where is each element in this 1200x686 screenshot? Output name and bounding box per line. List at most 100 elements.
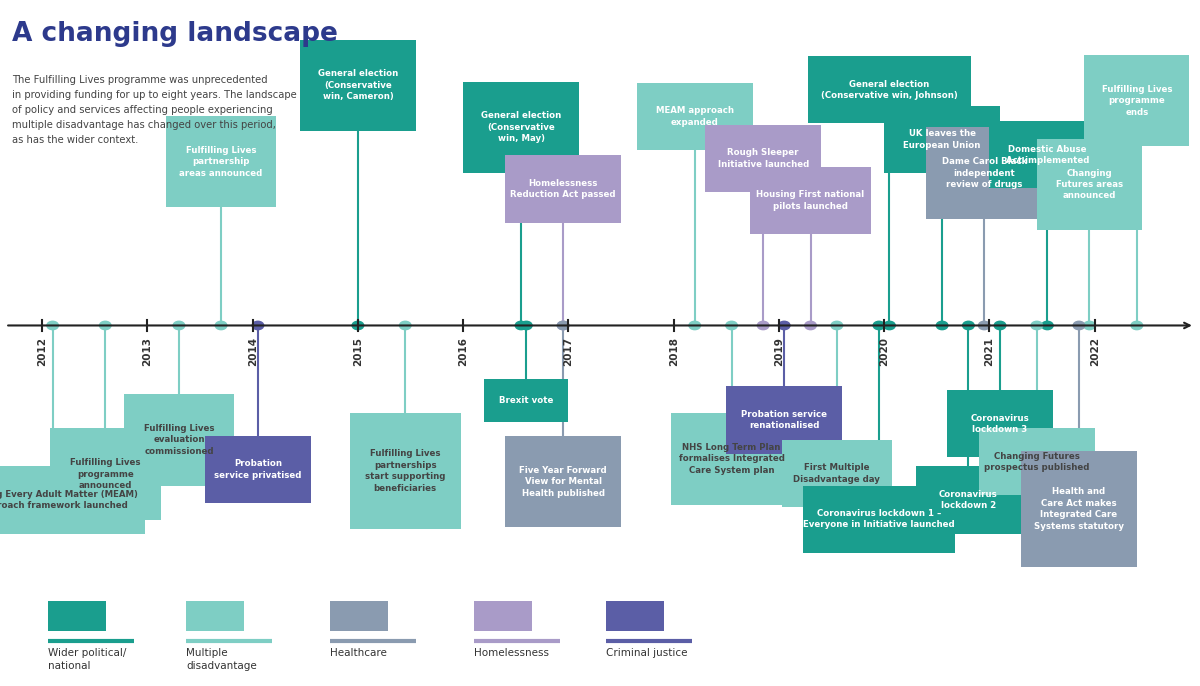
Text: General election
(Conservative
win, May): General election (Conservative win, May) — [481, 111, 562, 143]
Text: Changing Futures
prospectus published: Changing Futures prospectus published — [984, 451, 1090, 472]
Text: 2021: 2021 — [984, 337, 995, 366]
Circle shape — [1084, 321, 1096, 330]
FancyBboxPatch shape — [205, 436, 311, 503]
Text: 2013: 2013 — [143, 337, 152, 366]
FancyBboxPatch shape — [916, 466, 1021, 534]
Circle shape — [1031, 321, 1043, 330]
Circle shape — [832, 321, 842, 330]
FancyBboxPatch shape — [300, 40, 415, 131]
Circle shape — [995, 321, 1006, 330]
Text: UK leaves the
European Union: UK leaves the European Union — [904, 129, 980, 150]
FancyBboxPatch shape — [803, 486, 955, 553]
FancyBboxPatch shape — [990, 121, 1105, 188]
Circle shape — [47, 321, 59, 330]
Text: 2012: 2012 — [37, 337, 47, 366]
Text: MEAM approach
expanded: MEAM approach expanded — [655, 106, 733, 127]
Text: Coronavirus
lockdown 2: Coronavirus lockdown 2 — [940, 490, 997, 510]
Circle shape — [805, 321, 816, 330]
Circle shape — [874, 321, 884, 330]
Text: Five Year Forward
View for Mental
Health published: Five Year Forward View for Mental Health… — [520, 466, 607, 497]
Text: Brexit vote: Brexit vote — [499, 396, 553, 405]
Text: 2017: 2017 — [564, 337, 574, 366]
Text: Criminal justice: Criminal justice — [606, 648, 688, 659]
Circle shape — [557, 321, 569, 330]
Text: 2018: 2018 — [668, 337, 679, 366]
Circle shape — [252, 321, 264, 330]
Text: Domestic Abuse
Act implemented: Domestic Abuse Act implemented — [1006, 145, 1090, 165]
FancyBboxPatch shape — [350, 413, 461, 529]
Text: A changing landscape: A changing landscape — [12, 21, 338, 47]
FancyBboxPatch shape — [781, 440, 892, 507]
FancyBboxPatch shape — [947, 390, 1052, 458]
Text: Fulfilling Lives
partnerships
start supporting
beneficiaries: Fulfilling Lives partnerships start supp… — [365, 449, 445, 493]
FancyBboxPatch shape — [463, 82, 578, 173]
Circle shape — [936, 321, 948, 330]
Circle shape — [215, 321, 227, 330]
Text: Healthcare: Healthcare — [330, 648, 386, 659]
FancyBboxPatch shape — [505, 156, 622, 222]
Text: 2020: 2020 — [880, 337, 889, 366]
Text: 2022: 2022 — [1090, 337, 1099, 366]
Circle shape — [757, 321, 769, 330]
Text: Fulfilling Lives
evaluation
commissioned: Fulfilling Lives evaluation commissioned — [144, 424, 214, 456]
Text: Coronavirus lockdown 1 –
Everyone in Initiative launched: Coronavirus lockdown 1 – Everyone in Ini… — [803, 509, 955, 530]
FancyBboxPatch shape — [0, 466, 145, 534]
Text: Fulfilling Lives
programme
ends: Fulfilling Lives programme ends — [1102, 84, 1172, 117]
Circle shape — [883, 321, 895, 330]
Text: The Fulfilling Lives programme was unprecedented
in providing funding for up to : The Fulfilling Lives programme was unpre… — [12, 75, 296, 145]
FancyBboxPatch shape — [884, 106, 1000, 173]
Text: Changing
Futures areas
announced: Changing Futures areas announced — [1056, 169, 1123, 200]
Circle shape — [352, 321, 364, 330]
FancyBboxPatch shape — [726, 386, 842, 453]
FancyBboxPatch shape — [671, 413, 792, 505]
Circle shape — [173, 321, 185, 330]
FancyBboxPatch shape — [750, 167, 871, 234]
FancyBboxPatch shape — [485, 379, 569, 421]
Text: Wider political/
national: Wider political/ national — [48, 648, 126, 672]
Text: Multiple
disadvantage: Multiple disadvantage — [186, 648, 257, 672]
Circle shape — [1073, 321, 1085, 330]
FancyBboxPatch shape — [706, 125, 821, 192]
Text: Probation service
renationalised: Probation service renationalised — [742, 410, 827, 430]
Text: Homelessness
Reduction Act passed: Homelessness Reduction Act passed — [510, 179, 616, 199]
Text: Fulfilling Lives
partnership
areas announced: Fulfilling Lives partnership areas annou… — [180, 145, 263, 178]
Circle shape — [557, 321, 569, 330]
Text: 2015: 2015 — [353, 337, 362, 366]
Text: NHS Long Term Plan
formalises Integrated
Care System plan: NHS Long Term Plan formalises Integrated… — [679, 443, 785, 475]
Circle shape — [978, 321, 990, 330]
FancyBboxPatch shape — [505, 436, 622, 528]
Text: Coronavirus
lockdown 3: Coronavirus lockdown 3 — [971, 414, 1030, 434]
FancyBboxPatch shape — [1021, 451, 1136, 567]
Text: General election
(Conservative
win, Cameron): General election (Conservative win, Came… — [318, 69, 398, 102]
FancyBboxPatch shape — [1085, 55, 1189, 146]
Text: Fulfilling Lives
programme
announced: Fulfilling Lives programme announced — [70, 458, 140, 490]
Text: General election
(Conservative win, Johnson): General election (Conservative win, John… — [821, 80, 958, 100]
Circle shape — [100, 321, 112, 330]
Circle shape — [962, 321, 974, 330]
Text: Health and
Care Act makes
Integrated Care
Systems statutory: Health and Care Act makes Integrated Car… — [1034, 488, 1124, 531]
Text: Homelessness: Homelessness — [474, 648, 550, 659]
FancyBboxPatch shape — [124, 394, 234, 486]
FancyBboxPatch shape — [50, 428, 161, 520]
Text: 2016: 2016 — [458, 337, 468, 366]
Circle shape — [689, 321, 701, 330]
Text: 2014: 2014 — [247, 337, 258, 366]
FancyBboxPatch shape — [979, 428, 1094, 495]
Circle shape — [400, 321, 412, 330]
Text: Rough Sleeper
Initiative launched: Rough Sleeper Initiative launched — [718, 148, 809, 169]
Text: First Multiple
Disadvantage day: First Multiple Disadvantage day — [793, 463, 881, 484]
Circle shape — [515, 321, 527, 330]
Circle shape — [726, 321, 737, 330]
FancyBboxPatch shape — [637, 83, 752, 150]
Text: Making Every Adult Matter (MEAM)
Approach framework launched: Making Every Adult Matter (MEAM) Approac… — [0, 490, 138, 510]
FancyBboxPatch shape — [808, 56, 971, 123]
Circle shape — [1132, 321, 1142, 330]
FancyBboxPatch shape — [166, 116, 276, 207]
Circle shape — [1042, 321, 1054, 330]
FancyBboxPatch shape — [926, 128, 1042, 219]
Circle shape — [779, 321, 790, 330]
Text: Housing First national
pilots launched: Housing First national pilots launched — [756, 190, 864, 211]
Text: Probation
service privatised: Probation service privatised — [215, 460, 301, 480]
Circle shape — [521, 321, 532, 330]
FancyBboxPatch shape — [1037, 139, 1142, 230]
